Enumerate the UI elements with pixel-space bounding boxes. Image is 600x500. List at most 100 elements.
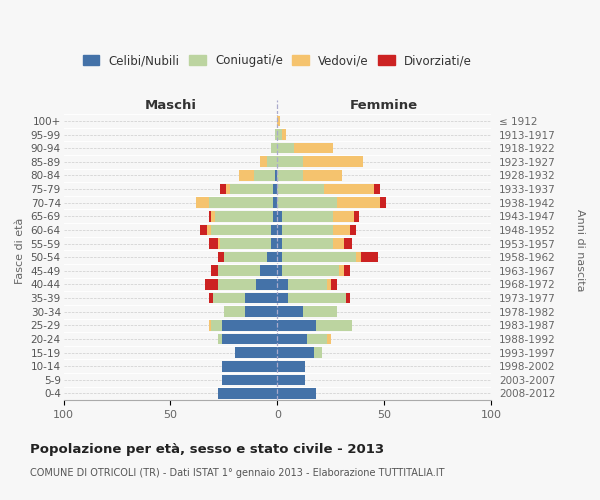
Bar	[344, 238, 352, 249]
Bar	[222, 320, 277, 330]
Bar	[333, 238, 344, 249]
Bar	[303, 170, 341, 180]
Bar	[277, 334, 307, 344]
Bar	[281, 129, 286, 140]
Bar	[277, 238, 281, 249]
Bar	[333, 224, 350, 235]
Bar	[215, 211, 273, 222]
Y-axis label: Fasce di età: Fasce di età	[15, 217, 25, 284]
Bar	[277, 266, 281, 276]
Bar	[200, 224, 207, 235]
Bar	[307, 334, 326, 344]
Bar	[277, 143, 295, 154]
Bar	[277, 252, 281, 262]
Bar	[356, 252, 361, 262]
Bar	[222, 374, 277, 385]
Bar	[277, 116, 280, 126]
Bar	[281, 238, 333, 249]
Bar	[277, 320, 316, 330]
Bar	[277, 156, 303, 167]
Bar	[277, 306, 303, 317]
Bar	[209, 211, 211, 222]
Bar	[295, 143, 333, 154]
Bar	[209, 238, 218, 249]
Bar	[209, 320, 211, 330]
Bar	[303, 156, 363, 167]
Bar	[218, 252, 224, 262]
Bar	[271, 238, 277, 249]
Bar	[340, 266, 344, 276]
Bar	[245, 292, 277, 304]
Bar	[218, 388, 277, 399]
Bar	[245, 306, 277, 317]
Bar	[271, 224, 277, 235]
Bar	[213, 292, 245, 304]
Bar	[256, 279, 277, 290]
Bar	[220, 238, 271, 249]
Bar	[288, 279, 326, 290]
Bar	[260, 266, 277, 276]
Bar	[331, 279, 337, 290]
Bar	[303, 306, 337, 317]
Bar	[326, 334, 331, 344]
Bar	[346, 292, 350, 304]
Bar	[277, 292, 288, 304]
Text: COMUNE DI OTRICOLI (TR) - Dati ISTAT 1° gennaio 2013 - Elaborazione TUTTITALIA.I: COMUNE DI OTRICOLI (TR) - Dati ISTAT 1° …	[30, 468, 445, 478]
Bar	[277, 348, 314, 358]
Text: Femmine: Femmine	[350, 99, 418, 112]
Bar	[277, 211, 281, 222]
Text: Popolazione per età, sesso e stato civile - 2013: Popolazione per età, sesso e stato civil…	[30, 442, 384, 456]
Bar	[196, 198, 209, 208]
Bar	[374, 184, 380, 194]
Bar	[277, 184, 325, 194]
Bar	[350, 224, 356, 235]
Bar	[209, 198, 273, 208]
Bar	[211, 266, 218, 276]
Bar	[275, 129, 277, 140]
Bar	[316, 320, 352, 330]
Bar	[230, 184, 273, 194]
Bar	[277, 279, 288, 290]
Bar	[314, 348, 322, 358]
Bar	[211, 224, 271, 235]
Bar	[277, 388, 316, 399]
Bar	[218, 238, 220, 249]
Bar	[224, 252, 266, 262]
Bar	[277, 224, 281, 235]
Bar	[222, 361, 277, 372]
Bar	[380, 198, 386, 208]
Bar	[218, 334, 222, 344]
Bar	[271, 143, 277, 154]
Bar	[260, 156, 266, 167]
Bar	[277, 374, 305, 385]
Bar	[277, 198, 337, 208]
Bar	[211, 320, 222, 330]
Bar	[205, 279, 218, 290]
Bar	[218, 279, 256, 290]
Bar	[211, 211, 215, 222]
Bar	[254, 170, 275, 180]
Legend: Celibi/Nubili, Coniugati/e, Vedovi/e, Divorziati/e: Celibi/Nubili, Coniugati/e, Vedovi/e, Di…	[78, 50, 477, 72]
Bar	[281, 211, 333, 222]
Bar	[220, 184, 226, 194]
Bar	[209, 292, 213, 304]
Bar	[275, 170, 277, 180]
Bar	[273, 184, 277, 194]
Text: Maschi: Maschi	[145, 99, 196, 112]
Bar	[226, 184, 230, 194]
Bar	[361, 252, 378, 262]
Bar	[355, 211, 359, 222]
Bar	[266, 156, 277, 167]
Bar	[207, 224, 211, 235]
Bar	[344, 266, 350, 276]
Bar	[277, 361, 305, 372]
Y-axis label: Anni di nascita: Anni di nascita	[575, 209, 585, 292]
Bar	[224, 306, 245, 317]
Bar	[288, 292, 346, 304]
Bar	[325, 184, 374, 194]
Bar	[281, 266, 340, 276]
Bar	[277, 170, 303, 180]
Bar	[218, 266, 260, 276]
Bar	[337, 198, 380, 208]
Bar	[266, 252, 277, 262]
